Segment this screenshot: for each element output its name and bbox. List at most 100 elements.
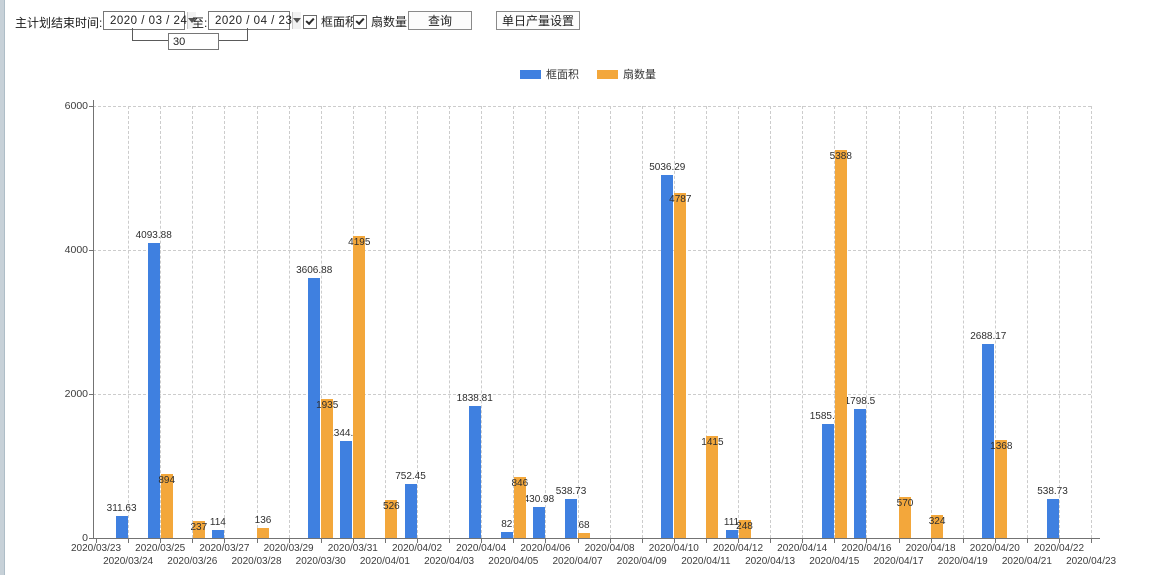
y-axis-tick xyxy=(89,106,93,107)
bar-sash-count[interactable] xyxy=(899,496,911,538)
x-axis-tick xyxy=(449,539,451,543)
bar-frame-area[interactable] xyxy=(211,529,224,538)
gridline-vertical xyxy=(994,106,996,538)
bar-sash-count[interactable] xyxy=(674,193,687,538)
legend-item-sash-count[interactable]: 扇数量 xyxy=(597,66,656,82)
x-axis-tick xyxy=(930,539,932,543)
gridline-vertical xyxy=(898,106,900,538)
bar-value-label: 136 xyxy=(254,515,272,527)
bracket-line xyxy=(213,40,248,41)
x-axis-tick xyxy=(481,539,483,543)
legend-label: 扇数量 xyxy=(623,69,656,81)
bracket-line xyxy=(132,28,133,41)
x-axis-label: 2020/04/21 xyxy=(1001,556,1052,567)
days-count-input[interactable]: 30 xyxy=(168,33,219,50)
x-axis-tick xyxy=(256,539,258,543)
x-axis-label: 2020/04/06 xyxy=(520,543,571,554)
bar-sash-count[interactable] xyxy=(353,235,366,538)
x-axis-tick xyxy=(1059,539,1060,543)
legend-item-frame-area[interactable]: 框面积 xyxy=(520,66,579,82)
bar-value-label: 3606.88 xyxy=(296,265,333,277)
legend-label: 框面积 xyxy=(546,69,579,81)
gridline-vertical xyxy=(513,106,515,538)
x-axis-label: 2020/03/26 xyxy=(167,556,218,567)
gridline-vertical xyxy=(930,106,932,538)
x-axis-tick xyxy=(673,539,675,543)
checkbox-checked-icon[interactable] xyxy=(303,14,317,29)
bar-value-label: 4787 xyxy=(669,194,692,206)
gridline-vertical xyxy=(802,106,804,538)
frame-area-checkbox[interactable]: 框面积 xyxy=(303,13,357,30)
bar-sash-count[interactable] xyxy=(578,533,590,538)
bar-frame-area[interactable] xyxy=(661,175,674,538)
bar-frame-area[interactable] xyxy=(308,278,321,538)
bar-value-label: 538.73 xyxy=(1037,486,1068,498)
sash-count-checkbox[interactable]: 扇数量 xyxy=(353,13,407,30)
x-axis-tick xyxy=(224,539,226,543)
bar-sash-count[interactable] xyxy=(995,439,1008,538)
bar-value-label: 526 xyxy=(383,501,400,513)
daily-output-settings-button[interactable]: 单日产量设置 xyxy=(496,11,580,30)
gridline-vertical xyxy=(609,106,611,538)
bar-value-label: 1344.95 xyxy=(328,428,365,440)
checkbox-checked-icon[interactable] xyxy=(353,14,367,29)
bar-frame-area[interactable] xyxy=(404,483,417,538)
x-axis-tick xyxy=(352,539,354,543)
bar-sash-count[interactable] xyxy=(513,477,526,538)
bar-frame-area[interactable] xyxy=(532,506,545,538)
x-axis-tick xyxy=(384,539,386,543)
bar-sash-count[interactable] xyxy=(834,150,847,538)
gridline-vertical xyxy=(160,106,162,538)
x-axis-label: 2020/04/07 xyxy=(552,556,603,567)
x-axis-label: 2020/04/03 xyxy=(424,556,475,567)
gridline-horizontal xyxy=(93,106,1091,107)
bar-frame-area[interactable] xyxy=(500,532,513,538)
date-to-picker[interactable]: 2020 / 04 / 23 xyxy=(208,11,302,30)
x-axis-label: 2020/04/20 xyxy=(969,543,1020,554)
bar-sash-count[interactable] xyxy=(160,473,173,538)
bar-frame-area[interactable] xyxy=(115,515,128,538)
x-axis-tick xyxy=(641,539,643,543)
bar-sash-count[interactable] xyxy=(706,436,719,538)
bar-frame-area[interactable] xyxy=(821,423,834,538)
gridline-vertical xyxy=(256,106,258,538)
bar-frame-area[interactable] xyxy=(468,405,481,538)
x-axis-label: 2020/04/16 xyxy=(841,543,892,554)
bar-frame-area[interactable] xyxy=(147,243,160,538)
bar-frame-area[interactable] xyxy=(340,441,353,538)
bar-value-label: 324 xyxy=(928,515,946,527)
x-axis-label: 2020/04/10 xyxy=(648,543,699,554)
plan-end-time-label: 主计划结束时间: xyxy=(15,16,103,30)
dropdown-arrow-icon[interactable] xyxy=(187,12,197,29)
bar-sash-count[interactable] xyxy=(931,514,944,538)
bar-frame-area[interactable] xyxy=(982,344,995,538)
y-axis-tick xyxy=(89,394,93,395)
gridline-vertical xyxy=(545,106,547,538)
date-from-picker[interactable]: 2020 / 03 / 24 xyxy=(103,11,197,30)
bar-sash-count[interactable] xyxy=(321,398,334,538)
bar-frame-area[interactable] xyxy=(853,408,866,538)
bar-frame-area[interactable] xyxy=(565,499,577,538)
bar-value-label: 111 xyxy=(723,517,740,528)
gridline-vertical xyxy=(192,106,194,538)
query-button[interactable]: 查询 xyxy=(408,11,472,30)
bar-frame-area[interactable] xyxy=(725,530,738,538)
gridline-vertical xyxy=(577,106,579,538)
x-axis-label: 2020/03/24 xyxy=(103,556,154,567)
bar-sash-count[interactable] xyxy=(385,500,398,538)
bar-frame-area[interactable] xyxy=(1046,499,1059,538)
gridline-vertical xyxy=(1091,106,1093,538)
bar-sash-count[interactable] xyxy=(192,520,205,538)
x-axis-tick xyxy=(96,539,97,543)
x-axis-label: 2020/03/31 xyxy=(327,543,378,554)
x-axis-label: 2020/04/19 xyxy=(937,556,988,567)
bar-sash-count[interactable] xyxy=(257,528,269,538)
bar-value-label: 1368 xyxy=(990,440,1013,452)
bar-sash-count[interactable] xyxy=(738,520,751,538)
x-axis-label: 2020/04/17 xyxy=(873,556,924,567)
chart-legend: 框面积 扇数量 xyxy=(520,66,656,82)
dropdown-arrow-icon[interactable] xyxy=(292,12,302,29)
bar-value-label: 237 xyxy=(190,521,208,533)
bar-value-label: 1838.81 xyxy=(456,392,493,404)
